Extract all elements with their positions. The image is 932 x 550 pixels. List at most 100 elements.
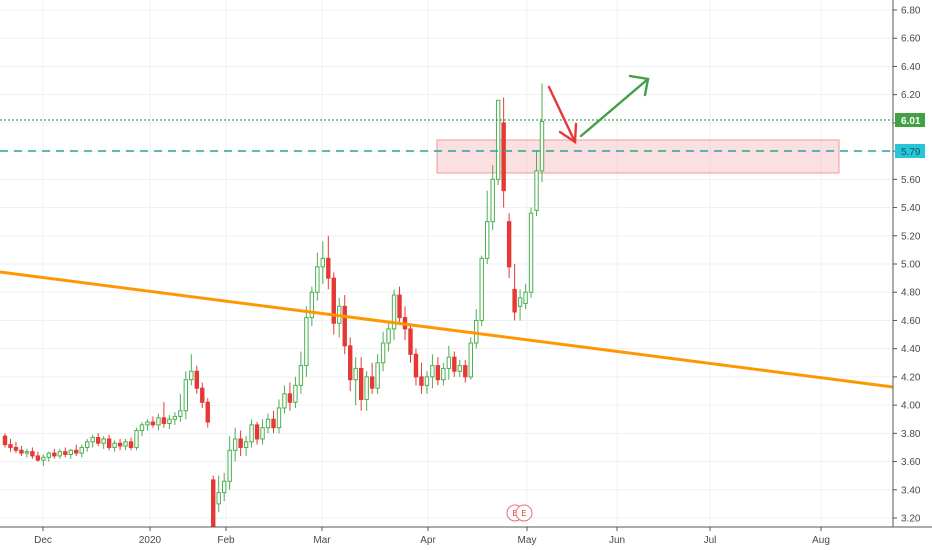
- candle-body: [145, 421, 150, 426]
- candle-body: [539, 120, 545, 172]
- x-tick-label: 2020: [139, 535, 162, 546]
- candle-body: [156, 417, 161, 426]
- candle-body: [287, 393, 293, 403]
- candle-body: [485, 221, 490, 259]
- candle-body: [123, 441, 128, 447]
- x-tick-label: Dec: [34, 535, 52, 546]
- candle-body: [501, 122, 506, 192]
- candle-body: [353, 367, 358, 381]
- up-arrow: [579, 74, 650, 138]
- candle-body: [128, 441, 134, 448]
- candle-body: [413, 353, 419, 378]
- candle-body: [134, 430, 139, 448]
- candle-body: [309, 291, 315, 319]
- candle-body: [117, 442, 123, 447]
- candle-body: [419, 376, 424, 386]
- candle-body: [172, 415, 178, 420]
- candle-body: [221, 480, 227, 494]
- y-tick-label: 5.60: [901, 175, 921, 186]
- candle-body: [90, 437, 95, 443]
- y-tick-label: 5.20: [901, 231, 921, 242]
- trendline: [0, 270, 894, 389]
- y-tick-label: 4.60: [901, 316, 921, 327]
- candle-body: [232, 438, 238, 451]
- y-tick-label: 3.80: [901, 429, 921, 440]
- event-marker-1-label: E: [512, 509, 517, 518]
- x-tick-label: May: [518, 535, 537, 546]
- y-tick-label: 6.20: [901, 90, 921, 101]
- candle-body: [167, 418, 172, 424]
- candle-body: [463, 365, 468, 378]
- y-tick-label: 3.60: [901, 457, 921, 468]
- candle-body: [265, 418, 271, 429]
- candle-body: [211, 479, 216, 533]
- candle-body: [189, 370, 194, 381]
- candle-body: [523, 291, 528, 305]
- candle-body: [495, 99, 501, 180]
- candle-body: [41, 456, 46, 461]
- candle-body: [348, 345, 353, 381]
- candle-body: [101, 438, 106, 444]
- candle-body: [139, 424, 145, 432]
- candle-body: [79, 446, 84, 454]
- candle-body: [441, 367, 446, 381]
- chart-grid: [0, 0, 893, 527]
- candle-body: [452, 356, 457, 372]
- candle-body: [282, 393, 287, 409]
- y-tick-label: 3.40: [901, 485, 921, 496]
- candlestick-series: [2, 83, 545, 540]
- x-tick-label: Mar: [313, 535, 331, 546]
- y-tick-label: 4.40: [901, 344, 921, 355]
- y-tick-label: 6.80: [901, 6, 921, 17]
- candle-body: [227, 449, 232, 482]
- x-tick-label: Jul: [704, 535, 717, 546]
- candle-body: [52, 452, 57, 457]
- candle-body: [13, 446, 19, 451]
- price-tag-current-text: 6.01: [901, 116, 921, 127]
- candle-body: [468, 342, 473, 378]
- candle-body: [380, 342, 386, 364]
- candle-body: [19, 449, 24, 454]
- event-marker-2-label: E: [521, 509, 526, 518]
- candle-body: [183, 379, 189, 412]
- candle-body: [271, 418, 276, 429]
- candle-body: [63, 451, 68, 455]
- event-marker-2[interactable]: [515, 504, 533, 522]
- y-tick-label: 3.20: [901, 514, 921, 525]
- candle-body: [315, 266, 320, 293]
- time-axis-bg: [0, 527, 932, 550]
- candle-body: [178, 410, 183, 417]
- candle-body: [84, 441, 90, 448]
- candle-body: [358, 367, 364, 400]
- candle-body: [8, 444, 13, 448]
- candle-body: [479, 257, 484, 321]
- candle-body: [490, 178, 495, 223]
- candle-body: [320, 257, 326, 268]
- y-tick-label: 5.40: [901, 203, 921, 214]
- candle-body: [506, 221, 512, 268]
- candle-body: [200, 387, 205, 403]
- candle-body: [534, 170, 539, 211]
- candle-body: [430, 365, 435, 378]
- price-tag-current: 6.01: [895, 113, 925, 127]
- candle-body: [194, 370, 199, 389]
- x-tick-label: Apr: [420, 535, 436, 546]
- candle-body: [375, 362, 380, 389]
- candle-body: [243, 441, 249, 448]
- down-arrow: [547, 85, 578, 145]
- candle-body: [205, 401, 210, 423]
- candle-body: [435, 365, 441, 381]
- candle-body: [528, 212, 534, 293]
- candle-body: [386, 328, 391, 344]
- candle-body: [331, 277, 336, 324]
- candle-body: [95, 437, 101, 444]
- candle-body: [238, 438, 243, 448]
- price-tag-level-text: 5.79: [901, 147, 921, 158]
- candle-body: [391, 294, 397, 330]
- price-axis-bg: [893, 0, 932, 527]
- x-tick-label: Aug: [812, 535, 830, 546]
- candle-body: [150, 421, 156, 426]
- candle-body: [2, 435, 8, 446]
- candle-body: [446, 356, 452, 369]
- candle-body: [249, 424, 254, 443]
